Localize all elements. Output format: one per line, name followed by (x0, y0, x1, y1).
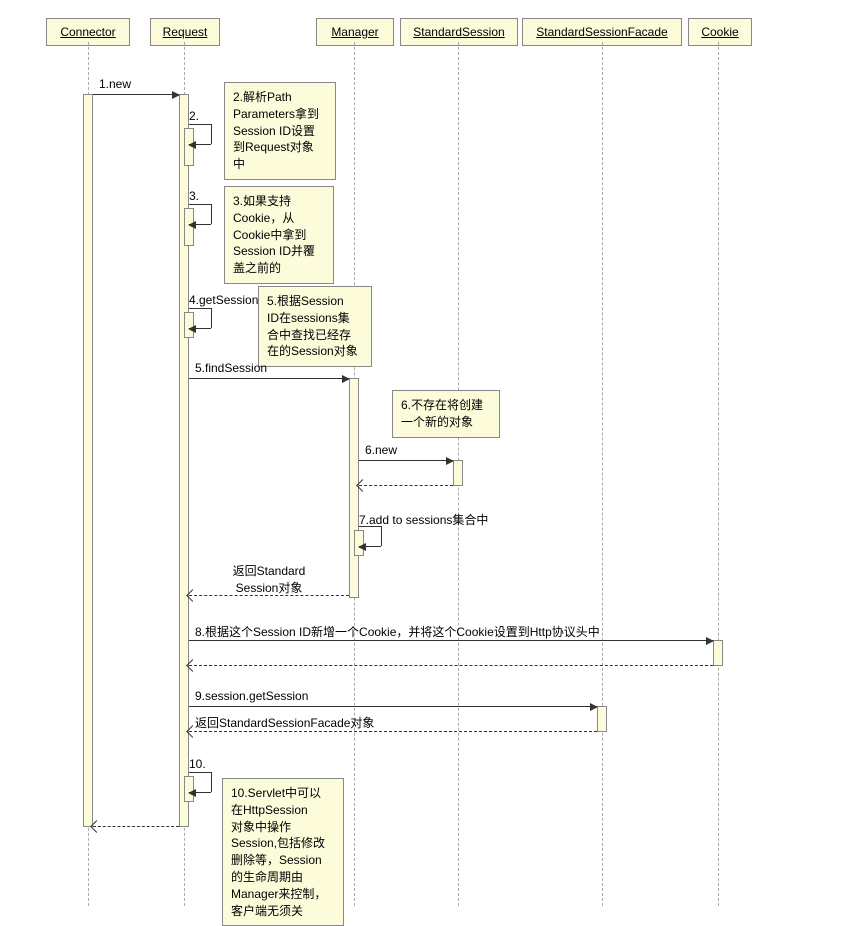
participant-label: Connector (60, 25, 115, 39)
activation (713, 640, 723, 666)
participant-stdsession: StandardSession (400, 18, 518, 46)
message-label: 2. (189, 109, 199, 123)
message-label: 返回StandardSession对象 (233, 562, 306, 596)
participant-label: StandardSessionFacade (536, 25, 667, 39)
participant-label: Cookie (701, 25, 738, 39)
message-label: 10. (189, 757, 206, 771)
lifeline-cookie (718, 42, 719, 906)
activation (597, 706, 607, 732)
message: 返回StandardSessionFacade对象 (189, 731, 597, 732)
note: 2.解析PathParameters拿到Session ID设置到Request… (224, 82, 336, 180)
message-label: 1.new (99, 77, 131, 91)
message (93, 826, 179, 827)
message (189, 665, 713, 666)
note: 10.Servlet中可以在HttpSession对象中操作Session,包括… (222, 778, 344, 926)
message: 返回StandardSession对象 (189, 595, 349, 596)
activation (349, 378, 359, 598)
participant-cookie: Cookie (688, 18, 752, 46)
message (359, 485, 453, 486)
participant-label: Request (163, 25, 208, 39)
note: 3.如果支持Cookie，从Cookie中拿到Session ID并覆盖之前的 (224, 186, 334, 284)
message-label: 5.findSession (195, 361, 267, 375)
message-label: 6.new (365, 443, 397, 457)
message-label: 返回StandardSessionFacade对象 (195, 714, 374, 731)
message: 5.findSession (189, 378, 349, 379)
activation (179, 94, 189, 827)
message: 1.new (93, 94, 179, 95)
message: 6.new (359, 460, 453, 461)
message: 9.session.getSession (189, 706, 597, 707)
message-label: 4.getSession (189, 293, 258, 307)
lifeline-facade (602, 42, 603, 906)
note: 6.不存在将创建一个新的对象 (392, 390, 500, 438)
message-label: 8.根据这个Session ID新增一个Cookie，并将这个Cookie设置到… (195, 623, 600, 640)
participant-label: Manager (331, 25, 378, 39)
message-label: 9.session.getSession (195, 689, 308, 703)
message-label: 3. (189, 189, 199, 203)
note: 5.根据SessionID在sessions集合中查找已经存在的Session对… (258, 286, 372, 367)
participant-request: Request (150, 18, 220, 46)
message: 8.根据这个Session ID新增一个Cookie，并将这个Cookie设置到… (189, 640, 713, 641)
activation (453, 460, 463, 486)
participant-manager: Manager (316, 18, 394, 46)
activation (83, 94, 93, 827)
participant-label: StandardSession (413, 25, 504, 39)
